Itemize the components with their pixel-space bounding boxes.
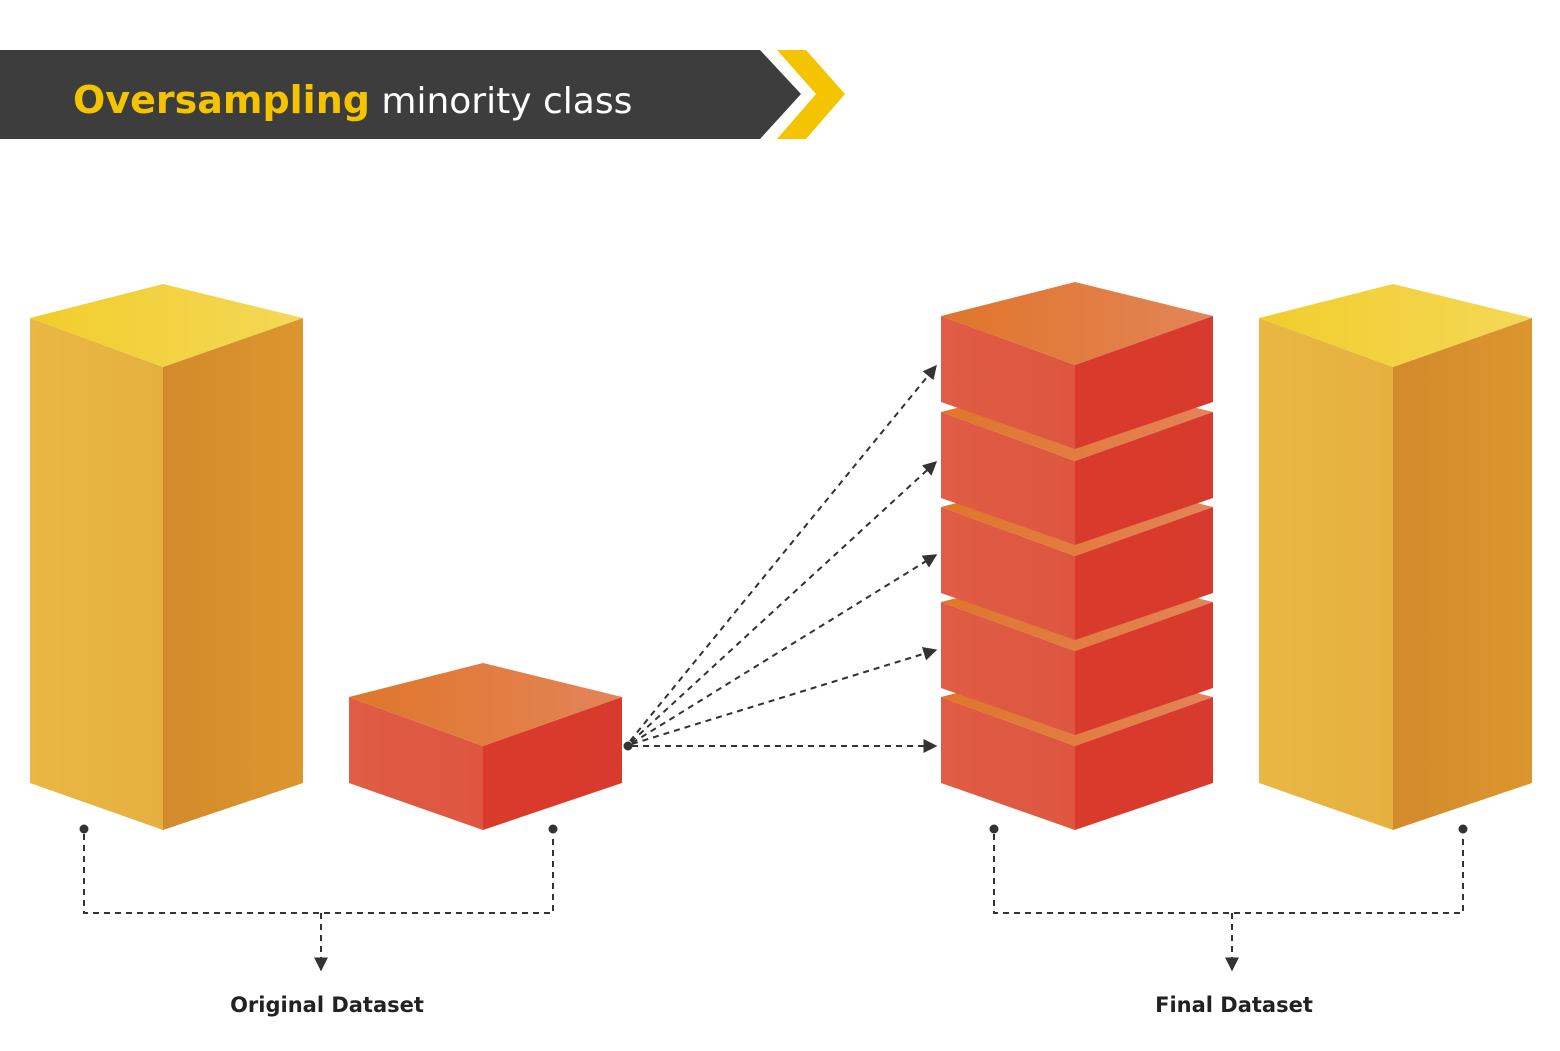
title-highlight: Oversampling [73, 78, 370, 122]
page-title: Oversampling minority class [73, 78, 632, 122]
dashed-arrow [630, 461, 938, 743]
arrow-origin-dot [623, 741, 633, 751]
cuboid-left-face [1259, 318, 1393, 830]
cuboid-right-face [1393, 318, 1532, 830]
dashed-arrow [631, 554, 938, 744]
final-dataset-label: Final Dataset [1155, 993, 1313, 1017]
cuboid-left-face [349, 697, 483, 830]
cuboid-right-face [483, 697, 622, 830]
header-banner: Oversampling minority class [0, 50, 845, 139]
cuboid-right-face [163, 318, 303, 830]
duplication-arrows [623, 364, 938, 753]
stack-block-5 [941, 282, 1213, 449]
original-dataset-bracket [79, 824, 558, 972]
cuboid-top-face [30, 284, 303, 367]
final-majority-block [1259, 284, 1532, 830]
chevron-arrow-icon [777, 50, 845, 139]
original-majority-block [30, 284, 303, 830]
banner-background [0, 50, 801, 139]
final-minority-stack [941, 282, 1213, 830]
title-rest: minority class [370, 81, 632, 122]
original-minority-block [349, 663, 622, 830]
dashed-arrow [629, 364, 937, 742]
final-dataset-bracket [989, 824, 1468, 972]
cuboid-top-face [1259, 284, 1532, 367]
cuboid-top-face [349, 663, 622, 746]
original-dataset-label: Original Dataset [230, 993, 424, 1017]
cuboid-left-face [30, 318, 163, 830]
dashed-arrow [631, 647, 938, 745]
